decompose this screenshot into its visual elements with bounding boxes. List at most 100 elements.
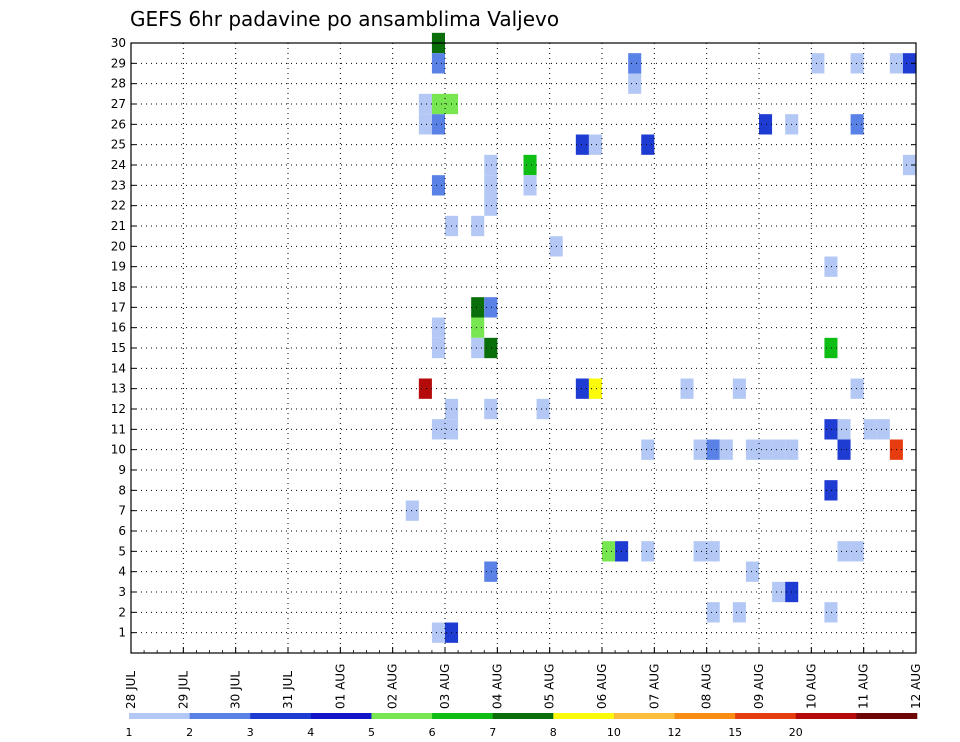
colorbar: 1 2 3 4 5 6 7 8 10 12 15 20 — [126, 713, 918, 739]
heatmap-cell — [863, 419, 877, 440]
y-tick-label: 27 — [111, 97, 126, 111]
colorbar-label: 8 — [550, 726, 557, 739]
heatmap-cell — [628, 73, 642, 94]
x-tick-label: 03 AUG — [438, 664, 452, 709]
heatmap-cell — [876, 419, 890, 440]
heatmap-cell — [745, 439, 759, 460]
y-tick-label: 6 — [118, 524, 126, 538]
heatmap-cell — [772, 581, 786, 603]
y-tick-label: 24 — [111, 158, 126, 172]
x-tick-label: 11 AUG — [857, 664, 871, 709]
colorbar-swatch — [674, 713, 736, 719]
y-tick-label: 11 — [111, 422, 126, 436]
colorbar-label: 3 — [247, 726, 254, 739]
heatmap-cell — [471, 215, 485, 237]
y-tick-label: 1 — [118, 626, 126, 640]
y-tick-label: 29 — [111, 56, 126, 70]
x-tick-label: 08 AUG — [700, 664, 714, 709]
heatmap-cell — [772, 439, 786, 460]
y-tick-label: 7 — [118, 504, 126, 518]
heatmap-cell — [837, 419, 851, 440]
heatmap-cell — [588, 134, 602, 155]
colorbar-label: 6 — [429, 726, 436, 739]
heatmap-cell — [523, 154, 537, 176]
heatmap-cell — [706, 541, 720, 562]
y-tick-label: 3 — [118, 585, 126, 599]
heatmap-cell — [431, 317, 445, 338]
heatmap-cell — [811, 53, 825, 74]
heatmap-cell — [902, 154, 916, 176]
colorbar-swatch — [735, 713, 797, 719]
heatmap-cells — [405, 32, 916, 643]
heatmap-cell — [824, 480, 838, 501]
heatmap-cell — [536, 398, 550, 420]
colorbar-swatch — [553, 713, 615, 719]
heatmap-cell — [902, 53, 916, 74]
colorbar-label: 5 — [368, 726, 375, 739]
colorbar-label: 15 — [728, 726, 742, 739]
x-tick-label: 12 AUG — [909, 664, 923, 709]
heatmap-cell — [641, 439, 655, 460]
heatmap-cell — [484, 195, 498, 216]
heatmap-cell — [575, 134, 589, 155]
heatmap-cell — [484, 337, 498, 359]
heatmap-cell — [759, 439, 773, 460]
y-tick-label: 4 — [118, 565, 126, 579]
y-tick-label: 9 — [118, 463, 126, 477]
x-tick-label: 28 JUL — [124, 671, 138, 709]
heatmap-cell — [693, 541, 707, 562]
heatmap-cell — [641, 541, 655, 562]
x-tick-label: 06 AUG — [595, 664, 609, 709]
colorbar-label: 2 — [186, 726, 193, 739]
y-tick-label: 16 — [111, 321, 126, 335]
heatmap-cell — [431, 337, 445, 359]
x-tick-label: 09 AUG — [752, 664, 766, 709]
heatmap-cell — [824, 337, 838, 359]
heatmap-cell — [837, 439, 851, 460]
heatmap-cell — [824, 602, 838, 623]
grid-lines — [131, 42, 916, 653]
y-tick-label: 23 — [111, 178, 126, 192]
heatmap-cell — [471, 337, 485, 359]
heatmap-cell — [837, 541, 851, 562]
y-axis: 1234567891011121314151617181920212223242… — [111, 36, 916, 640]
heatmap-cell — [680, 378, 694, 399]
heatmap-cell — [759, 114, 773, 135]
heatmap-cell — [732, 602, 746, 623]
y-tick-label: 26 — [111, 117, 126, 131]
heatmap-cell — [431, 53, 445, 74]
heatmap-cell — [484, 154, 498, 176]
x-tick-label: 05 AUG — [543, 664, 557, 709]
x-axis: 28 JUL 29 JUL 30 JUL 31 JUL 01 AUG 02 AUG 03 A… — [124, 647, 923, 709]
colorbar-label: 12 — [668, 726, 682, 739]
heatmap-cell — [484, 297, 498, 318]
y-tick-label: 18 — [111, 280, 126, 294]
colorbar-swatch — [432, 713, 493, 719]
y-tick-label: 30 — [111, 36, 126, 50]
heatmap-cell — [850, 114, 864, 135]
x-tick-label: 04 AUG — [490, 664, 504, 709]
heatmap-cell — [484, 398, 498, 420]
y-tick-label: 8 — [118, 483, 126, 497]
heatmap-cell — [745, 561, 759, 582]
colorbar-label: 20 — [789, 726, 803, 739]
colorbar-label: 1 — [126, 726, 133, 739]
y-tick-label: 15 — [111, 341, 126, 355]
heatmap-cell — [523, 175, 537, 196]
x-tick-label: 02 AUG — [386, 664, 400, 709]
y-tick-label: 2 — [118, 605, 126, 619]
heatmap-cell — [431, 419, 445, 440]
heatmap-cell — [418, 378, 432, 399]
colorbar-swatch — [613, 713, 675, 719]
heatmap-cell — [431, 175, 445, 196]
heatmap-cell — [628, 53, 642, 74]
heatmap-cell — [850, 541, 864, 562]
heatmap-cell — [641, 134, 655, 155]
x-tick-label: 31 JUL — [281, 671, 295, 709]
colorbar-label: 7 — [489, 726, 496, 739]
heatmap-cell — [693, 439, 707, 460]
heatmap-cell — [732, 378, 746, 399]
y-tick-label: 19 — [111, 260, 126, 274]
colorbar-swatch — [250, 713, 312, 719]
